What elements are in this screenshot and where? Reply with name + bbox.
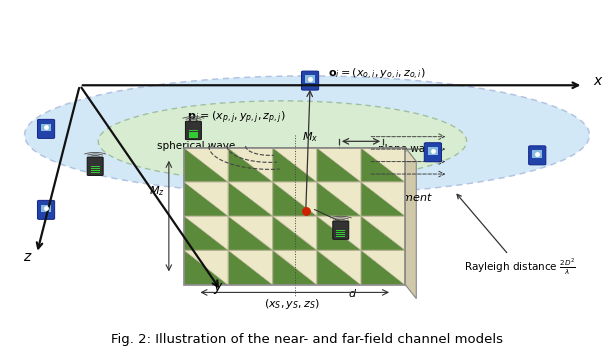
Polygon shape: [273, 148, 317, 182]
Bar: [189, 136, 198, 138]
Ellipse shape: [25, 76, 589, 194]
Text: $\mathbf{o}_i = (x_{o,i}, y_{o,i}, z_{o,i})$: $\mathbf{o}_i = (x_{o,i}, y_{o,i}, z_{o,…: [328, 67, 426, 82]
Text: $z$: $z$: [23, 250, 33, 264]
Bar: [41, 205, 51, 212]
Polygon shape: [184, 250, 228, 285]
Text: $(x_S, y_S, z_S)$: $(x_S, y_S, z_S)$: [263, 297, 320, 311]
FancyBboxPatch shape: [37, 119, 55, 138]
Polygon shape: [228, 182, 273, 216]
Text: $y$: $y$: [212, 280, 223, 295]
Text: $d$: $d$: [349, 287, 357, 299]
Text: spherical wave: spherical wave: [157, 141, 235, 151]
Text: $M_x$: $M_x$: [302, 130, 318, 144]
Text: $x$: $x$: [593, 74, 603, 88]
Polygon shape: [317, 216, 361, 250]
Polygon shape: [273, 182, 317, 216]
Polygon shape: [184, 148, 416, 162]
Polygon shape: [361, 250, 405, 285]
Text: plane wave: plane wave: [378, 144, 437, 154]
Polygon shape: [317, 250, 361, 285]
Polygon shape: [317, 182, 361, 216]
Bar: [305, 76, 315, 83]
Polygon shape: [228, 250, 273, 285]
Polygon shape: [228, 250, 273, 285]
Polygon shape: [361, 182, 405, 216]
Polygon shape: [228, 148, 273, 182]
Bar: [91, 170, 99, 172]
Text: $M_z$: $M_z$: [149, 184, 165, 198]
Polygon shape: [273, 250, 317, 285]
FancyBboxPatch shape: [529, 146, 546, 165]
Polygon shape: [273, 216, 317, 250]
Polygon shape: [184, 182, 228, 216]
Polygon shape: [184, 216, 228, 250]
Text: Fig. 2: Illustration of the near- and far-field channel models: Fig. 2: Illustration of the near- and fa…: [111, 334, 503, 346]
Polygon shape: [317, 182, 361, 216]
Polygon shape: [184, 182, 228, 216]
Text: $\mathit{mth}$ element: $\mathit{mth}$ element: [359, 191, 433, 203]
Polygon shape: [361, 250, 405, 285]
FancyBboxPatch shape: [185, 121, 201, 140]
FancyBboxPatch shape: [424, 143, 441, 162]
Polygon shape: [273, 148, 317, 182]
Bar: [184, 148, 405, 285]
Polygon shape: [184, 148, 228, 182]
Bar: [532, 150, 542, 158]
Polygon shape: [184, 250, 228, 285]
Ellipse shape: [98, 101, 467, 182]
Polygon shape: [317, 216, 361, 250]
Polygon shape: [317, 250, 361, 285]
Polygon shape: [273, 182, 317, 216]
Text: Rayleigh distance $\frac{2D^2}{\lambda}$: Rayleigh distance $\frac{2D^2}{\lambda}$: [457, 194, 575, 278]
Polygon shape: [273, 250, 317, 285]
Polygon shape: [317, 148, 361, 182]
Bar: [91, 168, 99, 169]
FancyBboxPatch shape: [87, 157, 103, 175]
FancyBboxPatch shape: [301, 71, 319, 90]
Bar: [189, 134, 198, 135]
FancyBboxPatch shape: [37, 200, 55, 219]
Polygon shape: [361, 182, 405, 216]
Bar: [91, 166, 99, 167]
Polygon shape: [184, 216, 228, 250]
Polygon shape: [228, 216, 273, 250]
Polygon shape: [273, 216, 317, 250]
Bar: [189, 130, 198, 132]
Bar: [336, 234, 345, 235]
Bar: [336, 236, 345, 237]
Polygon shape: [317, 148, 361, 182]
Polygon shape: [361, 216, 405, 250]
Polygon shape: [405, 148, 416, 299]
Bar: [184, 148, 405, 285]
Bar: [336, 232, 345, 233]
FancyBboxPatch shape: [333, 221, 349, 239]
Polygon shape: [361, 148, 405, 182]
Polygon shape: [361, 216, 405, 250]
Polygon shape: [228, 216, 273, 250]
Bar: [336, 230, 345, 231]
Polygon shape: [361, 148, 405, 182]
Bar: [428, 147, 438, 155]
Polygon shape: [184, 148, 228, 182]
Bar: [41, 124, 51, 132]
Text: $\mathbf{p}_j = (x_{p,j}, y_{p,j}, z_{p,j})$: $\mathbf{p}_j = (x_{p,j}, y_{p,j}, z_{p,…: [187, 110, 286, 126]
Polygon shape: [228, 182, 273, 216]
Polygon shape: [228, 148, 273, 182]
Bar: [91, 172, 99, 174]
Bar: [189, 132, 198, 133]
